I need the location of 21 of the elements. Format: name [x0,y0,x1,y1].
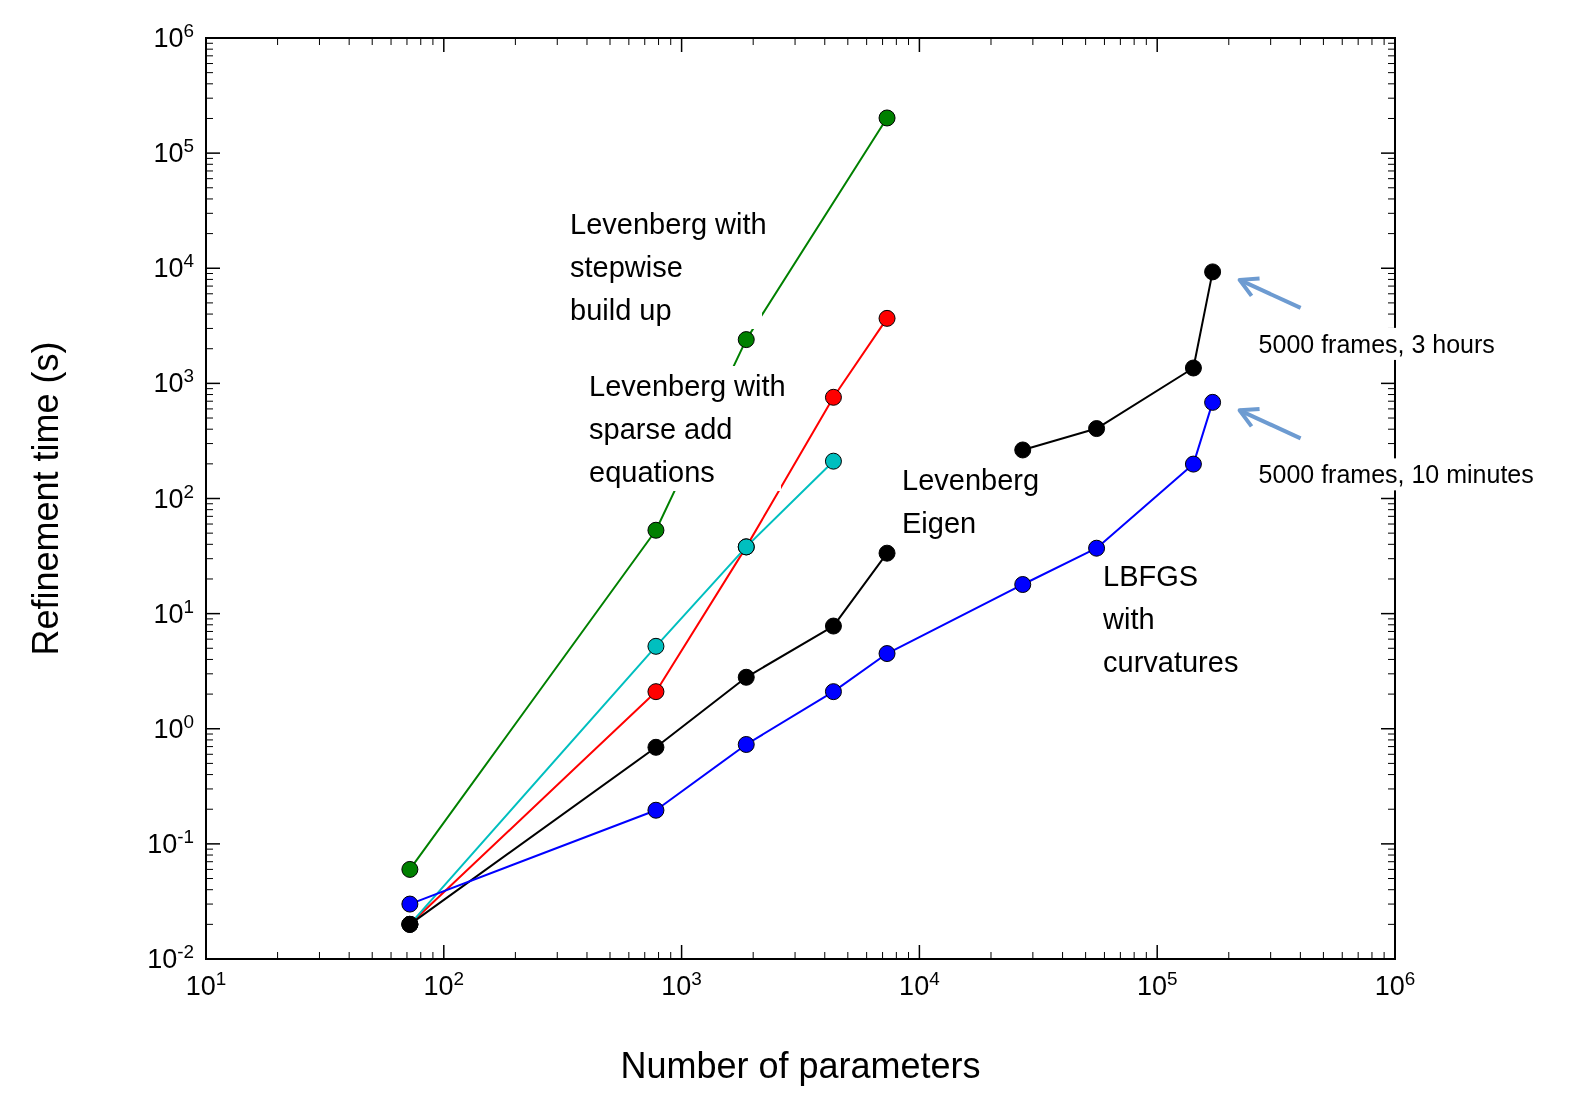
y-tick-label: 10$^{4}$ [153,249,194,284]
x-tick-label: 10$^{5}$ [1136,967,1178,1001]
y-axis-title: Refinement time (s) [25,341,66,656]
x-tick-label: 10$^{2}$ [423,967,465,1001]
y-tick-label: 10$^{-1}$ [147,825,194,859]
y-tick-label: 10$^{0}$ [153,710,194,744]
y-tick-label: 10$^{1}$ [153,595,194,629]
x-axis-title: Number of parameters [620,1045,981,1086]
y-tick-label: 10$^{6}$ [153,19,194,53]
series-label: LBFGS with curvatures [1102,560,1239,678]
y-tick-label: 10$^{5}$ [153,134,194,169]
series-label: Levenberg with sparse add equations [589,370,786,488]
x-tick-label: 10$^{6}$ [1374,967,1416,1001]
series-label: Levenberg Eigen [902,464,1040,539]
x-tick-label: 10$^{4}$ [899,967,940,1001]
y-tick-label: 10$^{2}$ [153,480,194,514]
annotation: 5000 frames, 3 hours [1258,329,1495,358]
x-tick-label: 10$^{3}$ [661,967,702,1001]
y-tick-label: 10$^{3}$ [153,364,194,399]
series-label: Levenberg with stepwise build up [570,208,767,326]
annotation: 5000 frames, 10 minutes [1258,460,1534,489]
